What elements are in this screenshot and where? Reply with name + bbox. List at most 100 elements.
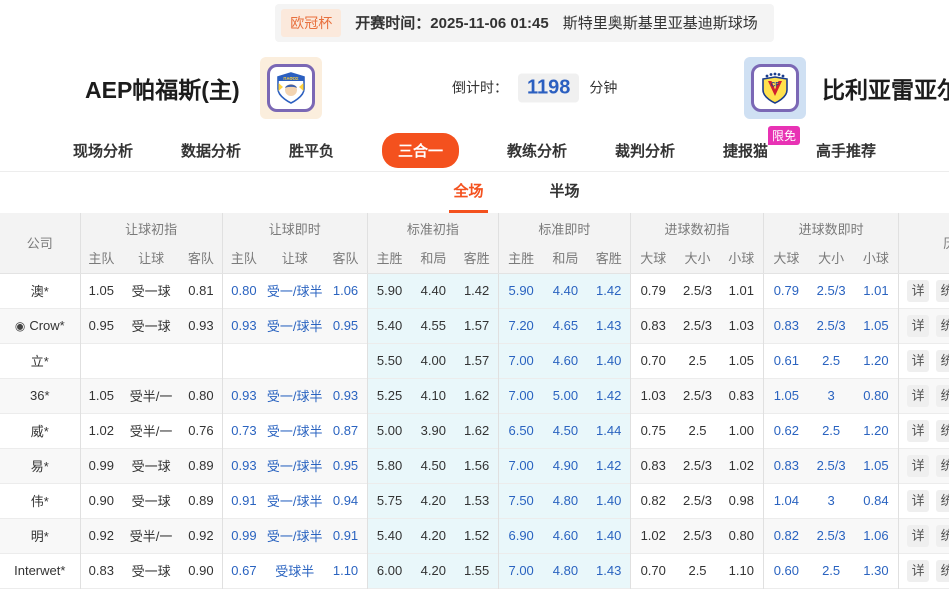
odds-cell[interactable]: 0.79 [629,273,676,308]
detail-button[interactable]: 详 [907,314,930,337]
stats-button[interactable]: 统 [936,489,949,512]
odds-cell[interactable]: 4.50 [543,413,588,448]
odds-cell[interactable]: 0.83 [629,448,676,483]
detail-button[interactable]: 详 [907,419,930,442]
odds-cell[interactable]: 受一球 [122,448,181,483]
odds-cell[interactable]: 1.53 [455,483,499,518]
odds-cell[interactable]: 1.05 [853,448,899,483]
odds-cell[interactable]: 0.93 [221,308,266,343]
odds-cell[interactable]: 受球半 [275,564,315,579]
odds-cell[interactable]: 1.52 [455,518,499,553]
odds-cell[interactable]: 1.57 [455,308,499,343]
odds-cell[interactable]: 1.42 [587,448,631,483]
detail-button[interactable]: 详 [907,559,930,582]
odds-cell[interactable]: 7.00 [497,378,544,413]
nav-tab-jiebao-cat[interactable]: 捷报猫 限免 [723,126,801,161]
stats-button[interactable]: 统 [936,279,949,302]
odds-cell[interactable]: 7.20 [497,308,544,343]
odds-cell[interactable]: 受一/球半 [266,424,323,439]
odds-cell[interactable]: 4.65 [543,308,588,343]
odds-cell[interactable]: 4.90 [543,448,588,483]
odds-cell[interactable]: 受一球 [122,308,181,343]
odds-cell[interactable]: 1.40 [587,518,631,553]
odds-cell[interactable]: 1.03 [629,378,676,413]
nav-tab-expert-picks[interactable]: 高手推荐 [816,143,877,160]
odds-cell[interactable]: 0.79 [763,273,809,308]
detail-button[interactable]: 详 [907,454,930,477]
odds-cell[interactable]: 1.44 [587,413,631,448]
odds-cell[interactable]: 1.06 [332,283,359,298]
odds-cell[interactable]: 受一/球半 [265,308,325,343]
odds-cell[interactable]: 1.04 [763,483,809,518]
odds-cell[interactable]: 4.60 [543,518,588,553]
odds-cell[interactable]: 1.20 [863,353,889,368]
odds-cell[interactable]: 0.87 [332,423,359,438]
company-cell[interactable]: 立* [0,343,80,378]
odds-cell[interactable]: 0.92 [180,518,223,553]
odds-cell[interactable]: 受半/一 [122,518,181,553]
stats-button[interactable]: 统 [936,454,949,477]
odds-cell[interactable]: 1.55 [455,553,499,588]
company-cell[interactable]: 澳* [0,273,80,308]
odds-cell[interactable]: 1.10 [728,563,754,578]
company-cell[interactable]: 易* [0,448,81,483]
odds-cell[interactable]: 0.89 [188,493,214,508]
odds-cell[interactable]: 2.5 [822,563,841,578]
odds-cell[interactable]: 受半/一 [122,378,181,413]
odds-cell[interactable]: 6.50 [497,413,544,448]
odds-cell[interactable]: 1.42 [587,273,631,308]
nav-tab-data-analysis[interactable]: 数据分析 [180,143,241,160]
odds-cell[interactable]: 0.83 [629,308,676,343]
odds-cell[interactable]: 受一球 [131,284,171,299]
odds-cell[interactable]: 1.05 [79,378,123,413]
odds-cell[interactable]: 1.62 [455,378,499,413]
odds-cell[interactable]: 1.40 [587,483,631,518]
odds-cell[interactable]: 0.82 [629,483,676,518]
odds-cell[interactable]: 3 [827,493,835,508]
odds-cell[interactable]: 0.80 [719,518,764,553]
odds-cell[interactable]: 0.92 [79,518,123,553]
odds-cell[interactable]: 0.80 [221,273,266,308]
company-cell[interactable]: ◉ Crow* [0,308,81,343]
odds-cell[interactable]: 1.05 [853,308,899,343]
odds-cell[interactable]: 0.99 [79,448,123,483]
odds-cell[interactable]: 受一球 [131,564,171,579]
odds-cell[interactable]: 0.83 [763,448,809,483]
odds-cell[interactable]: 0.95 [79,308,123,343]
odds-cell[interactable]: 0.81 [188,283,214,298]
odds-cell[interactable]: 5.90 [497,273,544,308]
odds-cell[interactable]: 7.00 [497,343,544,378]
odds-cell[interactable]: 5.00 [366,413,412,448]
tab-half-match[interactable]: 半场 [549,183,580,200]
odds-cell[interactable]: 5.90 [366,273,412,308]
odds-cell[interactable]: 1.00 [728,423,754,438]
odds-cell[interactable]: 1.20 [863,423,889,438]
odds-cell[interactable]: 2.5/3 [675,448,720,483]
odds-cell[interactable]: 7.50 [497,483,544,518]
odds-cell[interactable]: 2.5/3 [683,493,712,508]
odds-cell[interactable]: 1.06 [853,518,899,553]
odds-cell[interactable]: 1.62 [455,413,499,448]
odds-cell[interactable]: 0.83 [719,378,764,413]
odds-cell[interactable]: 1.01 [728,283,754,298]
odds-cell[interactable]: 7.00 [497,553,544,588]
odds-cell[interactable]: 0.90 [79,483,123,518]
odds-cell[interactable]: 0.70 [629,553,676,588]
odds-cell[interactable]: 0.84 [863,493,889,508]
stats-button[interactable]: 统 [936,314,949,337]
odds-cell[interactable]: 1.02 [629,518,676,553]
odds-cell[interactable]: 2.5/3 [816,283,846,298]
odds-cell[interactable]: 0.93 [221,378,266,413]
odds-cell[interactable]: 7.00 [497,448,544,483]
stats-button[interactable]: 统 [936,349,949,372]
stats-button[interactable]: 统 [936,524,949,547]
odds-cell[interactable]: 0.93 [221,448,266,483]
odds-cell[interactable]: 0.83 [79,553,123,588]
company-cell[interactable]: 伟* [0,483,80,518]
nav-tab-referee-analysis[interactable]: 裁判分析 [615,143,676,160]
odds-cell[interactable]: 5.40 [366,308,412,343]
odds-cell[interactable]: 受一球 [131,494,171,509]
odds-cell[interactable]: 0.93 [180,308,223,343]
odds-cell[interactable]: 0.83 [763,308,809,343]
odds-cell[interactable]: 2.5/3 [683,283,712,298]
